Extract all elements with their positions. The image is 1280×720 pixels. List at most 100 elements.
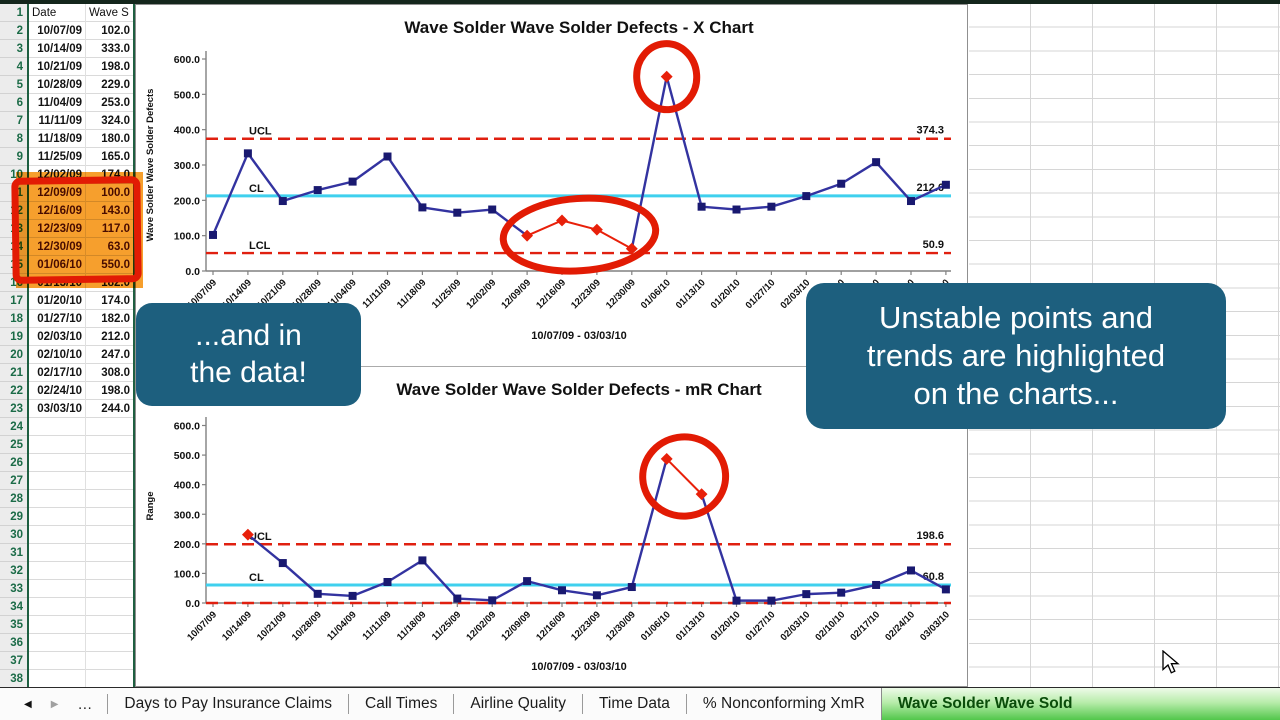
spreadsheet-cell[interactable]: 02/24/10 bbox=[29, 382, 85, 400]
row-header[interactable]: 27 bbox=[0, 472, 27, 490]
spreadsheet-cell[interactable]: 02/17/10 bbox=[29, 364, 85, 382]
spreadsheet-cell[interactable]: 333.0 bbox=[86, 40, 133, 58]
spreadsheet-cell[interactable]: 247.0 bbox=[86, 346, 133, 364]
spreadsheet-cell[interactable]: 165.0 bbox=[86, 148, 133, 166]
spreadsheet-cell[interactable]: Wave S bbox=[86, 4, 133, 22]
spreadsheet-cell[interactable] bbox=[29, 580, 85, 598]
spreadsheet-cell[interactable] bbox=[86, 598, 133, 616]
tab-time-data[interactable]: Time Data bbox=[599, 695, 670, 712]
row-header[interactable]: 37 bbox=[0, 652, 27, 670]
tab-airline-quality[interactable]: Airline Quality bbox=[470, 695, 566, 712]
row-header[interactable]: 7 bbox=[0, 112, 27, 130]
spreadsheet-cell[interactable] bbox=[86, 454, 133, 472]
tabs-scroll-right-icon[interactable]: ▶ bbox=[50, 698, 59, 710]
spreadsheet-cell[interactable] bbox=[29, 418, 85, 436]
spreadsheet-cell[interactable] bbox=[29, 562, 85, 580]
spreadsheet-cell[interactable]: 198.0 bbox=[86, 58, 133, 76]
tab-call-times[interactable]: Call Times bbox=[365, 695, 438, 712]
row-header[interactable]: 24 bbox=[0, 418, 27, 436]
spreadsheet-cell[interactable] bbox=[86, 652, 133, 670]
row-header[interactable]: 3 bbox=[0, 40, 27, 58]
spreadsheet-cell[interactable]: 182.0 bbox=[86, 310, 133, 328]
spreadsheet-cell[interactable]: 308.0 bbox=[86, 364, 133, 382]
spreadsheet-cell[interactable]: 03/03/10 bbox=[29, 400, 85, 418]
spreadsheet-cell[interactable]: 244.0 bbox=[86, 400, 133, 418]
row-header[interactable]: 9 bbox=[0, 148, 27, 166]
spreadsheet-cell[interactable] bbox=[86, 562, 133, 580]
spreadsheet-cell[interactable] bbox=[86, 544, 133, 562]
spreadsheet-cell[interactable]: 02/03/10 bbox=[29, 328, 85, 346]
row-header[interactable]: 20 bbox=[0, 346, 27, 364]
mr-chart[interactable]: Wave Solder Wave Solder Defects - mR Cha… bbox=[136, 369, 967, 686]
spreadsheet-cell[interactable] bbox=[29, 616, 85, 634]
spreadsheet-cell[interactable] bbox=[29, 508, 85, 526]
row-header[interactable]: 21 bbox=[0, 364, 27, 382]
row-header[interactable]: 34 bbox=[0, 598, 27, 616]
spreadsheet-cell[interactable]: 01/20/10 bbox=[29, 292, 85, 310]
row-header[interactable]: 33 bbox=[0, 580, 27, 598]
tab-wave-solder-wave-sold[interactable]: Wave Solder Wave Sold bbox=[880, 688, 1280, 720]
spreadsheet-cell[interactable]: 10/21/09 bbox=[29, 58, 85, 76]
spreadsheet-cell[interactable] bbox=[86, 472, 133, 490]
spreadsheet-cell[interactable] bbox=[86, 634, 133, 652]
spreadsheet-cell[interactable] bbox=[29, 454, 85, 472]
tab-days-to-pay-insurance-claims[interactable]: Days to Pay Insurance Claims bbox=[124, 695, 333, 712]
row-header[interactable]: 26 bbox=[0, 454, 27, 472]
spreadsheet-cell[interactable]: 174.0 bbox=[86, 292, 133, 310]
x-chart[interactable]: Wave Solder Wave Solder Defects - X Char… bbox=[136, 5, 967, 367]
row-header[interactable]: 35 bbox=[0, 616, 27, 634]
row-header[interactable]: 38 bbox=[0, 670, 27, 688]
spreadsheet-cell[interactable]: 11/18/09 bbox=[29, 130, 85, 148]
spreadsheet-cell[interactable]: 324.0 bbox=[86, 112, 133, 130]
spreadsheet-cell[interactable] bbox=[86, 508, 133, 526]
row-header[interactable]: 18 bbox=[0, 310, 27, 328]
spreadsheet-cell[interactable]: 11/11/09 bbox=[29, 112, 85, 130]
spreadsheet-cell[interactable] bbox=[86, 490, 133, 508]
row-header[interactable]: 1 bbox=[0, 4, 27, 22]
spreadsheet-cell[interactable] bbox=[29, 634, 85, 652]
spreadsheet-cell[interactable]: 102.0 bbox=[86, 22, 133, 40]
row-header[interactable]: 5 bbox=[0, 76, 27, 94]
spreadsheet-cell[interactable] bbox=[86, 616, 133, 634]
row-header[interactable]: 31 bbox=[0, 544, 27, 562]
spreadsheet-cell[interactable] bbox=[29, 652, 85, 670]
spreadsheet-cell[interactable]: 11/25/09 bbox=[29, 148, 85, 166]
row-header[interactable]: 32 bbox=[0, 562, 27, 580]
spreadsheet-cell[interactable] bbox=[29, 490, 85, 508]
spreadsheet-cell[interactable]: 10/07/09 bbox=[29, 22, 85, 40]
row-header[interactable]: 8 bbox=[0, 130, 27, 148]
row-header[interactable]: 2 bbox=[0, 22, 27, 40]
spreadsheet-cell[interactable]: 253.0 bbox=[86, 94, 133, 112]
spreadsheet-cell[interactable]: Date bbox=[29, 4, 85, 22]
spreadsheet-cell[interactable]: 180.0 bbox=[86, 130, 133, 148]
spreadsheet-cell[interactable] bbox=[29, 436, 85, 454]
spreadsheet-cell[interactable]: 10/28/09 bbox=[29, 76, 85, 94]
spreadsheet-cell[interactable]: 212.0 bbox=[86, 328, 133, 346]
row-header[interactable]: 17 bbox=[0, 292, 27, 310]
spreadsheet-cell[interactable] bbox=[86, 670, 133, 688]
spreadsheet-cell[interactable] bbox=[86, 436, 133, 454]
row-header[interactable]: 19 bbox=[0, 328, 27, 346]
spreadsheet-cell[interactable] bbox=[86, 418, 133, 436]
spreadsheet-cell[interactable]: 229.0 bbox=[86, 76, 133, 94]
spreadsheet-cell[interactable] bbox=[86, 580, 133, 598]
row-header[interactable]: 30 bbox=[0, 526, 27, 544]
spreadsheet-cell[interactable] bbox=[29, 598, 85, 616]
spreadsheet-cell[interactable] bbox=[29, 472, 85, 490]
tab-nonconforming-xmr[interactable]: % Nonconforming XmR bbox=[702, 695, 865, 712]
spreadsheet-cell[interactable]: 10/14/09 bbox=[29, 40, 85, 58]
tabs-scroll-left-icon[interactable]: ◀ bbox=[24, 698, 32, 710]
spreadsheet-cell[interactable] bbox=[29, 526, 85, 544]
spreadsheet-cell[interactable]: 11/04/09 bbox=[29, 94, 85, 112]
spreadsheet-cell[interactable]: 198.0 bbox=[86, 382, 133, 400]
spreadsheet-cell[interactable] bbox=[29, 670, 85, 688]
row-header[interactable]: 6 bbox=[0, 94, 27, 112]
row-header[interactable]: 22 bbox=[0, 382, 27, 400]
spreadsheet-cell[interactable]: 02/10/10 bbox=[29, 346, 85, 364]
row-header[interactable]: 28 bbox=[0, 490, 27, 508]
spreadsheet-cell[interactable] bbox=[29, 544, 85, 562]
tabs-more-icon[interactable]: … bbox=[77, 695, 94, 713]
row-header[interactable]: 4 bbox=[0, 58, 27, 76]
row-header[interactable]: 25 bbox=[0, 436, 27, 454]
spreadsheet-cell[interactable] bbox=[86, 526, 133, 544]
